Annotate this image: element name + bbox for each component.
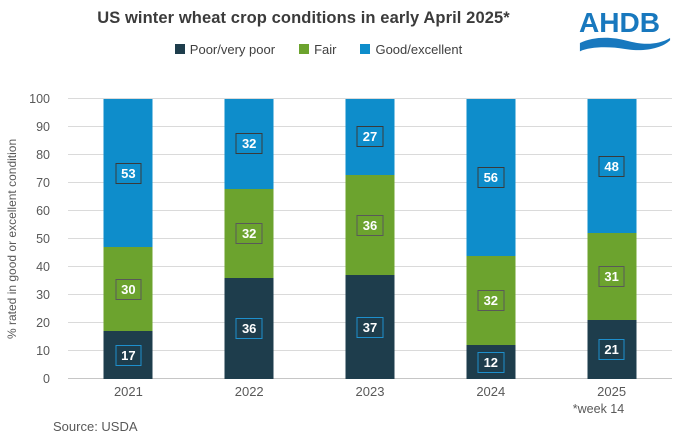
- segment-2024-poor-very-poor: 12: [466, 345, 516, 379]
- legend-item-good-excellent: Good/excellent: [360, 42, 462, 57]
- y-axis-tick-labels: 0 10 20 30 40 50 60 70 80 90 100: [0, 92, 58, 386]
- legend-label-good-excellent: Good/excellent: [375, 41, 463, 57]
- data-label-2023-poor-very-poor: 37: [356, 316, 384, 338]
- data-label-2021-poor-very-poor: 17: [115, 344, 142, 366]
- plot-area: 17 30 53 36 32 32 37 36 27 12 32 56 21 31 48: [68, 98, 672, 379]
- y-tick-10: 10: [36, 344, 50, 358]
- footnote: *week 14: [572, 402, 625, 416]
- segment-2021-poor-very-poor: 17: [103, 331, 153, 379]
- y-tick-0: 0: [43, 372, 50, 386]
- x-label-2023: 2023: [355, 384, 385, 399]
- legend-label-fair: Fair: [314, 41, 337, 57]
- segment-2021-good-excellent: 53: [103, 99, 153, 248]
- segment-2022-fair: 32: [224, 188, 274, 279]
- legend-label-poor-very-poor: Poor/very poor: [189, 41, 276, 57]
- segment-2025-poor-very-poor: 21: [587, 320, 637, 379]
- data-label-2023-good-excellent: 27: [356, 126, 384, 148]
- legend-swatch-good-excellent: [360, 44, 371, 54]
- legend: Poor/very poor Fair Good/excellent: [0, 40, 637, 58]
- ahdb-wave-icon: [579, 37, 671, 52]
- ahdb-logo-text: AHDB: [579, 7, 660, 38]
- data-label-2021-fair: 30: [115, 278, 142, 300]
- y-tick-70: 70: [36, 176, 50, 190]
- y-tick-60: 60: [36, 204, 50, 218]
- segment-2022-poor-very-poor: 36: [224, 278, 274, 379]
- x-label-2021: 2021: [113, 384, 143, 399]
- data-label-2023-fair: 36: [356, 214, 384, 236]
- segment-2022-good-excellent: 32: [224, 99, 274, 189]
- ahdb-logo: AHDB: [579, 5, 671, 59]
- x-axis-labels: 2021 2022 2023 2024 2025: [68, 384, 672, 400]
- y-tick-40: 40: [36, 260, 50, 274]
- bar-2021: 17 30 53: [103, 99, 153, 379]
- data-label-2022-poor-very-poor: 36: [235, 318, 263, 340]
- segment-2025-good-excellent: 48: [587, 99, 637, 234]
- bar-2022: 36 32 32: [224, 99, 274, 379]
- legend-item-poor-very-poor: Poor/very poor: [174, 41, 276, 57]
- segment-2023-good-excellent: 27: [345, 99, 395, 175]
- segment-2024-good-excellent: 56: [466, 99, 516, 256]
- data-label-2024-good-excellent: 56: [477, 166, 505, 188]
- chart-title: US winter wheat crop conditions in early…: [97, 9, 510, 27]
- data-label-2022-good-excellent: 32: [235, 133, 263, 155]
- segment-2025-fair: 31: [587, 233, 637, 321]
- x-label-2025: 2025: [597, 384, 627, 399]
- legend-swatch-fair: [299, 44, 310, 54]
- segment-2023-fair: 36: [345, 174, 395, 276]
- legend-swatch-poor-very-poor: [174, 44, 185, 54]
- data-label-2025-poor-very-poor: 21: [598, 339, 625, 361]
- bar-2023: 37 36 27: [345, 99, 395, 379]
- data-label-2024-poor-very-poor: 12: [477, 351, 505, 373]
- segment-2023-poor-very-poor: 37: [345, 275, 395, 379]
- data-label-2022-fair: 32: [235, 222, 263, 244]
- source-note: Source: USDA: [53, 419, 138, 434]
- y-tick-30: 30: [36, 288, 50, 302]
- data-label-2021-good-excellent: 53: [115, 162, 142, 184]
- x-label-2022: 2022: [234, 384, 264, 399]
- gridline-100: [68, 98, 672, 99]
- legend-item-fair: Fair: [299, 42, 336, 57]
- bar-2025: 21 31 48: [587, 99, 637, 379]
- segment-2021-fair: 30: [103, 247, 153, 332]
- segment-2024-fair: 32: [466, 255, 516, 346]
- data-label-2024-fair: 32: [477, 290, 505, 312]
- y-tick-80: 80: [36, 148, 50, 162]
- bar-2024: 12 32 56: [466, 99, 516, 379]
- y-tick-90: 90: [36, 120, 50, 134]
- ahdb-logo-graphic: AHDB: [579, 7, 671, 52]
- data-label-2025-good-excellent: 48: [598, 155, 625, 177]
- y-tick-50: 50: [36, 232, 50, 246]
- y-tick-100: 100: [29, 92, 50, 106]
- data-label-2025-fair: 31: [598, 266, 625, 288]
- x-label-2024: 2024: [476, 384, 506, 399]
- y-tick-20: 20: [36, 316, 50, 330]
